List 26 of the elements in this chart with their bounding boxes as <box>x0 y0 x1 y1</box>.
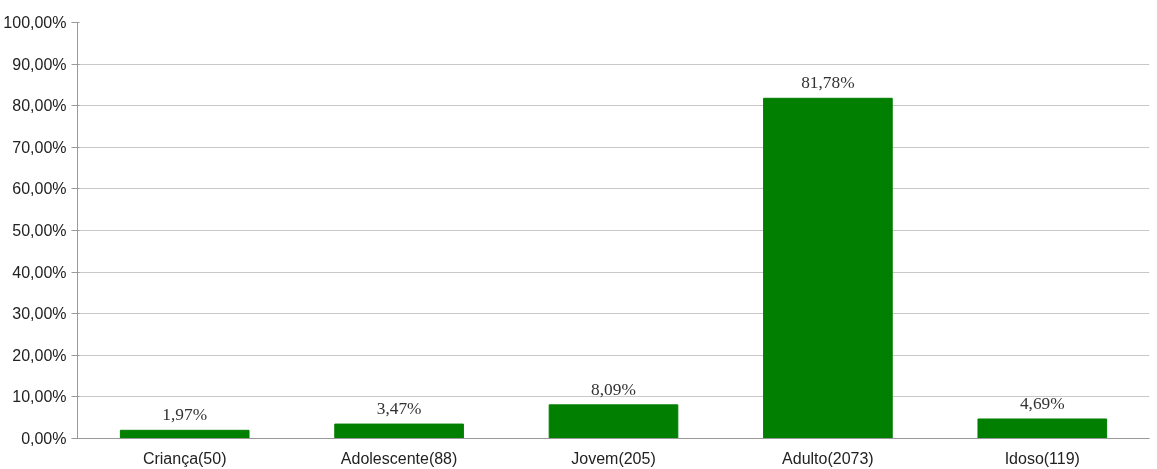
x-tick-label: Idoso(119) <box>1004 449 1080 467</box>
bar <box>334 423 464 439</box>
data-label: 8,09% <box>591 379 636 399</box>
y-tick-label: 20,00% <box>12 346 67 364</box>
y-tick-label: 0,00% <box>21 430 67 447</box>
y-tick-label: 10,00% <box>12 388 67 406</box>
bar <box>548 404 679 439</box>
bar <box>763 97 893 439</box>
y-tick-label: 100,00% <box>3 14 67 31</box>
y-tick-label: 60,00% <box>12 180 67 198</box>
y-tick-label: 70,00% <box>12 138 67 156</box>
data-label: 1,97% <box>162 405 208 425</box>
y-tick-label: 90,00% <box>12 55 67 73</box>
bar <box>977 418 1108 439</box>
x-tick-label: Jovem(205) <box>571 449 656 467</box>
bar <box>119 429 250 439</box>
data-label: 4,69% <box>1019 393 1065 413</box>
y-tick-label: 30,00% <box>12 305 67 323</box>
y-tick-label: 80,00% <box>12 97 67 115</box>
y-tick-label: 50,00% <box>12 222 67 239</box>
x-tick-label: Adolescente(88) <box>340 449 458 467</box>
data-label: 81,78% <box>801 73 855 93</box>
x-tick-label: Criança(50) <box>142 449 227 467</box>
data-label: 3,47% <box>376 399 422 419</box>
y-tick-label: 40,00% <box>12 263 67 281</box>
x-tick-label: Adulto(2073) <box>782 449 874 467</box>
